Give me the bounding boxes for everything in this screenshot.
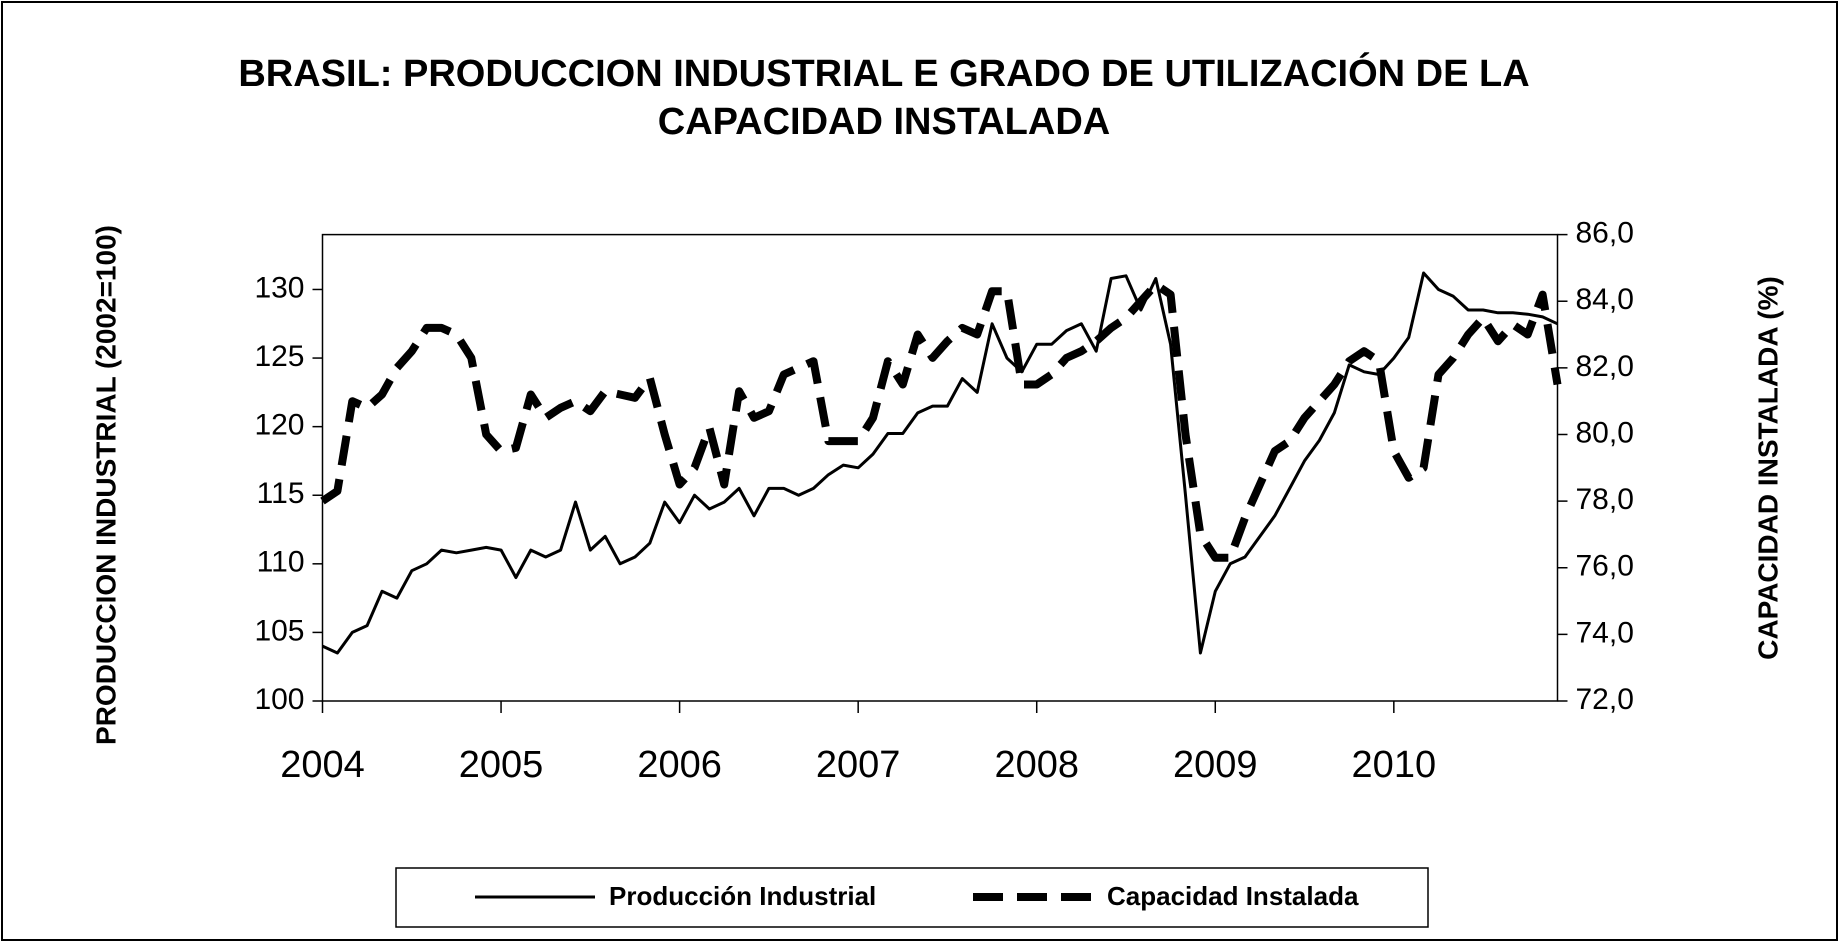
chart-title: CAPACIDAD INSTALADA <box>658 101 1110 143</box>
series-line <box>320 280 1562 562</box>
y-axis-label: PRODUCCION INDUSTRIAL (2002=100) <box>90 225 121 745</box>
y2-tick-label: 72,0 <box>1576 683 1634 716</box>
x-tick-label: 2008 <box>994 744 1079 786</box>
y2-tick-label: 86,0 <box>1576 217 1634 250</box>
y2-tick-label: 80,0 <box>1576 416 1634 449</box>
y2-tick-label: 76,0 <box>1576 550 1634 583</box>
y-tick-label: 110 <box>257 546 305 579</box>
y-tick-label: 100 <box>254 683 304 716</box>
y-tick-label: 115 <box>257 477 305 510</box>
y2-axis-label: CAPACIDAD INSTALADA (%) <box>1752 276 1783 660</box>
y-tick-label: 120 <box>254 409 304 442</box>
legend-label: Producción Industrial <box>609 881 876 911</box>
y-tick-label: 130 <box>254 271 304 304</box>
x-tick-label: 2010 <box>1352 744 1437 786</box>
series-line <box>321 271 1559 655</box>
x-tick-label: 2005 <box>459 744 544 786</box>
x-tick-label: 2006 <box>637 744 722 786</box>
y2-tick-label: 74,0 <box>1576 616 1634 649</box>
legend-label: Capacidad Instalada <box>1107 881 1359 911</box>
x-tick-label: 2007 <box>816 744 901 786</box>
plot-area <box>321 233 1559 702</box>
chart-title: BRASIL: PRODUCCION INDUSTRIAL E GRADO DE… <box>238 51 1529 95</box>
x-tick-label: 2004 <box>280 744 365 786</box>
y2-tick-label: 78,0 <box>1576 483 1634 516</box>
y-tick-label: 105 <box>254 614 304 647</box>
y-tick-label: 125 <box>254 340 304 373</box>
y2-tick-label: 82,0 <box>1576 350 1634 383</box>
x-tick-label: 2009 <box>1173 744 1258 786</box>
y2-tick-label: 84,0 <box>1576 283 1634 316</box>
